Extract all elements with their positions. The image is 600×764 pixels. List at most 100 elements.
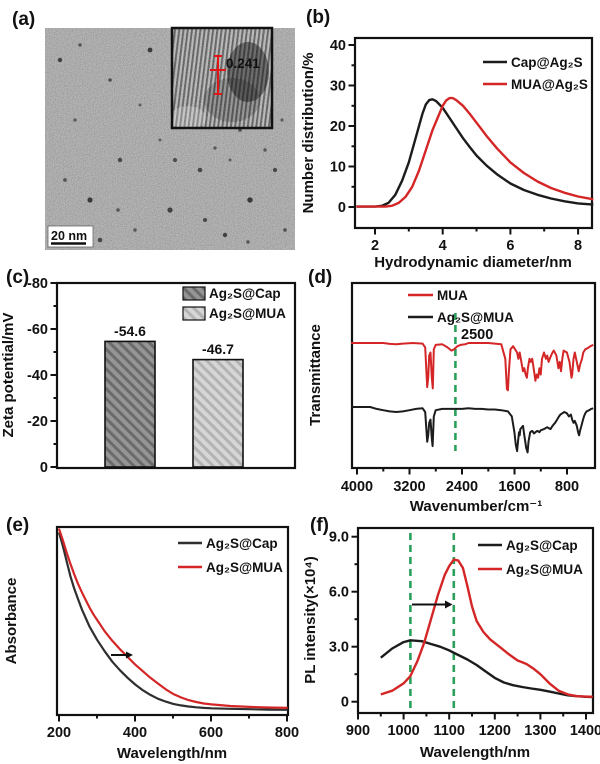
svg-text:2400: 2400 <box>446 479 478 495</box>
svg-text:-60: -60 <box>27 322 48 338</box>
panel-b-label: (b) <box>306 7 330 28</box>
legend: Ag₂S@Cap Ag₂S@MUA <box>478 538 583 577</box>
bar-value-mua: -46.7 <box>202 341 234 357</box>
sh-band-annotation: 2500 <box>461 327 493 343</box>
mua-ag2s-curve <box>356 96 594 208</box>
axis-ticks <box>348 44 580 235</box>
x-axis-title: Wavelength/nm <box>117 745 227 762</box>
panel-d: (d) 4000 3200 2400 1600 800 Wavenumber/cm⁻… <box>300 255 600 515</box>
ag2s-mua-spectrum <box>351 406 594 454</box>
ag2s-cap-absorbance <box>57 532 288 711</box>
svg-text:4000: 4000 <box>341 479 373 495</box>
panel-c-label: (c) <box>6 267 29 288</box>
peak-guide-lines <box>409 533 456 708</box>
plot-box <box>350 281 597 470</box>
cap-ag2s-curve <box>356 98 594 208</box>
svg-text:30: 30 <box>330 79 346 95</box>
panel-f: (f) 900 1000 1100 1200 1300 1400 0 3.0 6.0 9.… <box>300 505 600 764</box>
svg-text:3.0: 3.0 <box>329 640 349 656</box>
x-tick-labels: 900 1000 1100 1200 1300 1400 <box>346 723 600 739</box>
svg-text:1600: 1600 <box>498 479 530 495</box>
y-tick-labels: 0 -20 -40 -60 -80 <box>27 276 48 476</box>
svg-text:2: 2 <box>371 238 379 254</box>
y-tick-labels: 0 3.0 6.0 9.0 <box>329 530 349 711</box>
lattice-spacing-marker <box>210 55 226 95</box>
panel-b: (b) 2 4 6 8 0 10 20 30 40 Number distributio… <box>300 0 600 271</box>
legend-ag2s-mua: Ag₂S@MUA <box>506 562 583 577</box>
ag2s-cap-pl-curve <box>380 639 593 699</box>
svg-text:1100: 1100 <box>433 723 464 739</box>
legend-ag2s-mua: Ag₂S@MUA <box>209 306 286 321</box>
y-tick-labels: 0 10 20 30 40 <box>330 38 346 216</box>
svg-text:1000: 1000 <box>387 723 419 739</box>
x-axis-title: Wavenumber/cm⁻¹ <box>410 498 542 515</box>
legend-ag2s-cap: Ag₂S@Cap <box>506 538 578 553</box>
svg-text:600: 600 <box>199 725 223 741</box>
svg-text:-40: -40 <box>27 368 48 384</box>
legend-ag2s-cap: Ag₂S@Cap <box>209 286 281 301</box>
y-axis-title: PL intensity(×10⁴) <box>302 556 319 684</box>
x-tick-labels: 200 400 600 800 <box>47 725 299 741</box>
y-axis-title: Transmittance <box>307 324 324 426</box>
x-axis-title: Hydrodynamic diameter/nm <box>374 254 572 271</box>
axis-ticks <box>351 535 587 720</box>
legend-ag2s-mua: Ag₂S@MUA <box>437 310 514 325</box>
panel-a: (a) <box>0 0 300 260</box>
svg-text:200: 200 <box>47 725 71 741</box>
axis-ticks <box>356 468 568 475</box>
legend: Ag₂S@Cap Ag₂S@MUA <box>182 286 286 321</box>
panel-c: (c) 0 -20 -40 -60 -80 Zeta potential/mV -5… <box>0 255 300 510</box>
mua-spectrum <box>351 342 594 392</box>
legend: Ag₂S@Cap Ag₂S@MUA <box>178 536 283 575</box>
plot-box <box>55 525 290 717</box>
legend: MUA Ag₂S@MUA <box>408 288 514 325</box>
x-axis-title: Wavelength/nm <box>420 744 530 761</box>
bar-ag2s-cap <box>104 340 156 468</box>
legend-cap-ag2s: Cap@Ag₂S <box>511 55 583 70</box>
svg-text:0: 0 <box>40 460 48 476</box>
panel-d-label: (d) <box>308 267 332 288</box>
legend-ag2s-cap: Ag₂S@Cap <box>206 536 278 551</box>
y-axis-title: Absorbance <box>3 578 20 665</box>
panel-e: (e) 200 400 600 800 Wavelength/nm Absorban… <box>0 505 300 764</box>
plot-box <box>356 526 595 715</box>
svg-text:1300: 1300 <box>524 723 556 739</box>
y-axis-title: Zeta potential/mV <box>0 312 17 437</box>
svg-text:800: 800 <box>275 725 299 741</box>
svg-text:-20: -20 <box>27 414 48 430</box>
svg-text:900: 900 <box>346 723 370 739</box>
red-shift-arrow <box>412 600 453 609</box>
bar-value-cap: -54.6 <box>114 323 146 339</box>
hrtem-inset: 0.241 <box>170 26 274 130</box>
svg-text:4: 4 <box>439 238 447 254</box>
svg-text:6.0: 6.0 <box>329 585 349 601</box>
bar-ag2s-mua <box>192 358 244 468</box>
svg-text:10: 10 <box>330 160 346 176</box>
svg-text:20: 20 <box>330 119 346 135</box>
svg-text:3200: 3200 <box>393 479 425 495</box>
plot-box <box>353 36 594 230</box>
y-axis-title: Number distribution/% <box>300 53 317 214</box>
ag2s-mua-pl-curve <box>380 558 593 698</box>
panel-a-label: (a) <box>12 9 35 30</box>
svg-text:0: 0 <box>341 695 349 711</box>
axis-ticks <box>50 282 57 468</box>
scale-bar-label: 20 nm <box>51 229 87 243</box>
nanoparticle-spots <box>56 43 287 244</box>
svg-text:400: 400 <box>123 725 147 741</box>
svg-text:800: 800 <box>555 479 579 495</box>
svg-text:0: 0 <box>338 200 346 216</box>
panel-f-label: (f) <box>310 515 329 536</box>
legend: Cap@Ag₂S MUA@Ag₂S <box>483 55 588 92</box>
x-tick-labels: 4000 3200 2400 1600 800 <box>341 479 579 495</box>
legend-mua: MUA <box>437 288 468 303</box>
svg-text:6: 6 <box>506 238 514 254</box>
red-shift-arrow <box>111 651 133 659</box>
svg-text:40: 40 <box>330 38 346 54</box>
svg-text:-80: -80 <box>27 276 48 292</box>
legend-mua-ag2s: MUA@Ag₂S <box>511 77 588 92</box>
legend-ag2s-mua: Ag₂S@MUA <box>206 560 283 575</box>
axis-ticks <box>58 715 288 722</box>
x-tick-labels: 2 4 6 8 <box>371 238 582 254</box>
